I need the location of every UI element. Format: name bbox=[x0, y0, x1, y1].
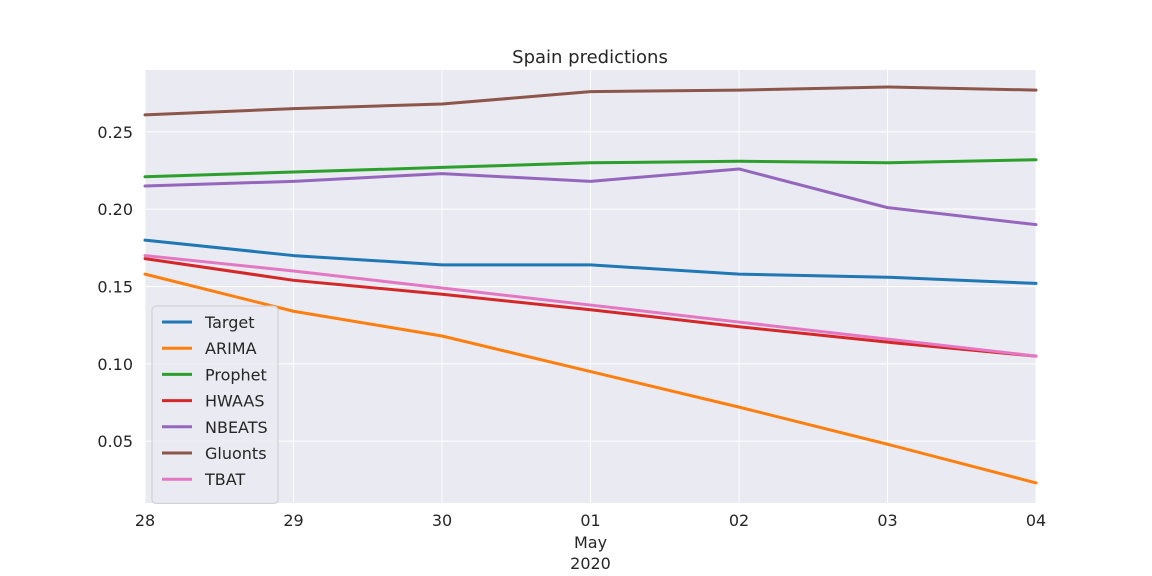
grid bbox=[144, 70, 1037, 503]
x-tick-label: 01 bbox=[580, 511, 600, 530]
series-line-target bbox=[143, 238, 1038, 285]
legend-label: ARIMA bbox=[205, 339, 257, 358]
series-line-gluonts bbox=[143, 85, 1038, 117]
x-tick-label: 29 bbox=[283, 511, 303, 530]
chart-title: Spain predictions bbox=[512, 47, 668, 68]
series-line-tbat bbox=[143, 254, 1038, 358]
x-tick-label: 03 bbox=[877, 511, 897, 530]
legend-label: Gluonts bbox=[205, 444, 267, 463]
x-axis-ticks: 28 29 30 01 02 03 04 bbox=[135, 511, 1046, 530]
y-axis-ticks: 0.05 0.10 0.15 0.20 0.25 bbox=[97, 123, 133, 451]
x-axis-month-label: May bbox=[574, 533, 607, 552]
series-line-hwaas bbox=[143, 257, 1038, 358]
legend: Target ARIMA Prophet HWAAS NBEATS Gluonts TBAT bbox=[151, 305, 279, 504]
y-tick-label: 0.25 bbox=[97, 123, 133, 142]
legend-label: NBEATS bbox=[205, 418, 268, 437]
legend-label: Prophet bbox=[205, 365, 267, 384]
y-tick-label: 0.15 bbox=[97, 278, 133, 297]
x-tick-label: 28 bbox=[135, 511, 155, 530]
legend-label: HWAAS bbox=[205, 392, 264, 411]
legend-label: TBAT bbox=[204, 470, 245, 489]
series-line-arima bbox=[143, 272, 1038, 485]
legend-label: Target bbox=[204, 313, 255, 332]
x-tick-label: 04 bbox=[1026, 511, 1046, 530]
series-line-prophet bbox=[143, 158, 1038, 179]
series-line-nbeats bbox=[143, 167, 1038, 227]
y-tick-label: 0.10 bbox=[97, 355, 133, 374]
series-lines bbox=[143, 85, 1038, 485]
x-tick-label: 30 bbox=[432, 511, 452, 530]
x-axis-year-label: 2020 bbox=[570, 554, 611, 573]
x-tick-label: 02 bbox=[729, 511, 749, 530]
y-tick-label: 0.05 bbox=[97, 432, 133, 451]
y-tick-label: 0.20 bbox=[97, 200, 133, 219]
